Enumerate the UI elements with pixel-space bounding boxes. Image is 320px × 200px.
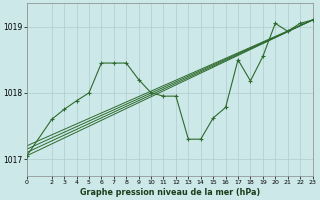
X-axis label: Graphe pression niveau de la mer (hPa): Graphe pression niveau de la mer (hPa) [80,188,260,197]
